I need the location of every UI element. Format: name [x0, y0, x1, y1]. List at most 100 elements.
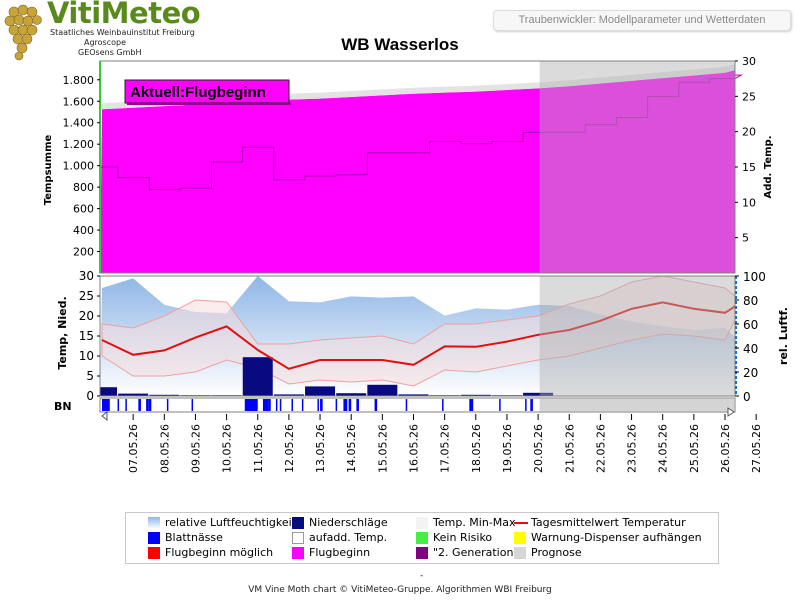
legend-swatch: [292, 517, 304, 529]
weather-right-axis-label: rel. Luftf.: [777, 307, 790, 365]
blattnaesse-bar: [374, 399, 378, 411]
legend-label: Niederschläge: [309, 516, 388, 529]
date-tick-label: 26.05.26: [719, 424, 732, 473]
rain-bar: [367, 384, 398, 396]
date-tick-label: 15.05.26: [376, 424, 389, 473]
logo-name: VitiMeteo: [47, 0, 201, 30]
date-tick-label: 22.05.26: [594, 424, 607, 473]
legend-swatch: [514, 522, 528, 524]
status-badge-text: Aktuell:Flugbeginn: [130, 84, 266, 101]
footer-dash: -: [420, 571, 424, 581]
legend-label: Kein Risiko: [433, 531, 493, 544]
weather-left-tick-label: 20: [79, 309, 94, 323]
weather-left-tick-label: 30: [79, 269, 94, 283]
blattnaesse-bar: [530, 399, 533, 411]
tempsumme-tick-label: 1.600: [63, 95, 95, 108]
legend-label: Blattnässe: [165, 531, 223, 544]
rain-bar: [242, 357, 273, 396]
blattnaesse-bar: [442, 399, 444, 411]
rain-bar: [149, 394, 180, 396]
rain-bar: [273, 394, 304, 396]
blattnaesse-bar: [166, 399, 169, 411]
date-tick-label: 23.05.26: [626, 424, 639, 473]
date-tick-label: 17.05.26: [439, 424, 452, 473]
weather-left-tick-label: 15: [79, 329, 94, 343]
org-line-2: Agroscope: [84, 38, 127, 47]
date-tick-label: 07.05.26: [127, 424, 140, 473]
weather-right-tick-label: 0: [743, 390, 751, 404]
legend-swatch: [292, 532, 304, 544]
legend-swatch: [416, 532, 428, 544]
footer-credit: VM Vine Moth chart © VitiMeteo-Gruppe. A…: [248, 585, 552, 595]
blattnaesse-bar: [275, 399, 278, 411]
legend-swatch: [148, 532, 160, 544]
blattnaesse-bar: [279, 399, 282, 411]
model-subtitle: Traubenwickler: Modellparameter und Wett…: [493, 10, 791, 31]
date-tick-label: 09.05.26: [189, 424, 202, 473]
legend-swatch: [514, 547, 526, 559]
blattnaesse-bar: [138, 399, 141, 411]
legend-swatch: [416, 547, 428, 559]
legend-swatch: [514, 532, 526, 544]
blattnaesse-bar: [469, 399, 474, 411]
tempsumme-tick-label: 800: [73, 181, 94, 194]
date-tick-label: 27.05.26: [750, 424, 763, 473]
legend-label: Tagesmittelwert Temperatur: [531, 516, 686, 529]
blattnaesse-bar: [499, 399, 501, 411]
tempsumme-tick-label: 1.400: [63, 117, 95, 130]
date-tick-label: 11.05.26: [252, 424, 265, 473]
vitimeteo-logo: VitiMeteo Staatliches Weinbauinstitut Fr…: [0, 0, 201, 62]
rain-bar: [460, 394, 491, 396]
mean-temp-line: [101, 301, 736, 370]
page-title: WB Wasserlos: [341, 35, 459, 54]
date-tick-label: 24.05.26: [657, 424, 670, 473]
tempsumme-axis-label: Tempsumme: [43, 135, 54, 206]
blattnaesse-bar: [262, 399, 266, 411]
prognose-overlay-bn: [539, 398, 735, 412]
blattnaesse-bar: [268, 399, 271, 411]
blattnaesse-bar: [343, 399, 348, 411]
date-tick-label: 14.05.26: [345, 424, 358, 473]
add-temp-tick-label: 10: [742, 196, 756, 209]
legend-label: relative Luftfeuchtigkeit: [165, 516, 296, 529]
date-tick-label: 16.05.26: [408, 424, 421, 473]
date-tick-label: 18.05.26: [470, 424, 483, 473]
weather-right-tick-label: 80: [743, 294, 758, 308]
prognose-overlay-mid: [539, 276, 735, 396]
weather-left-tick-label: 10: [79, 349, 94, 363]
blattnaesse-bar: [244, 399, 258, 411]
date-tick-label: 12.05.26: [283, 424, 296, 473]
org-line-3: GEOsens GmbH: [78, 48, 142, 57]
scroll-left-arrow-icon: [101, 410, 108, 422]
date-tick-label: 21.05.26: [563, 424, 576, 473]
legend-label: Temp. Min-Max: [433, 516, 516, 529]
legend-label: Prognose: [531, 546, 582, 559]
date-tick-label: 20.05.26: [532, 424, 545, 473]
blattnaesse-bar: [335, 399, 338, 411]
weather-right-tick-label: 20: [743, 366, 758, 380]
legend-swatch: [416, 517, 428, 529]
blattnaesse-bar: [320, 399, 323, 411]
rain-bar: [523, 392, 554, 396]
rain-bar: [100, 387, 117, 396]
tempsumme-tick-label: 200: [73, 246, 94, 259]
grape-logo-icon: [4, 4, 42, 61]
legend-swatch: [292, 547, 304, 559]
status-badge-shadow: [127, 103, 291, 105]
tempsumme-tick-label: 1.800: [63, 74, 95, 87]
blattnaesse-bar: [148, 399, 152, 411]
blattnaesse-bar: [291, 399, 293, 411]
weather-right-tick-label: 40: [743, 342, 758, 356]
blattnaesse-bar: [117, 399, 120, 411]
blattnaesse-bar: [525, 399, 527, 411]
blattnaesse-bar: [348, 399, 352, 411]
blattnaesse-bar: [356, 399, 359, 411]
weather-left-axis-label: Temp, Nied.: [56, 296, 69, 369]
org-line-1: Staatliches Weinbauinstitut Freiburg: [50, 28, 195, 37]
tempsumme-area: [100, 70, 735, 273]
tempsumme-tick-label: 400: [73, 224, 94, 237]
legend-label: Warnung-Dispenser aufhängen: [531, 531, 702, 544]
weather-left-tick-label: 25: [79, 289, 94, 303]
blattnaesse-bar: [265, 399, 269, 411]
